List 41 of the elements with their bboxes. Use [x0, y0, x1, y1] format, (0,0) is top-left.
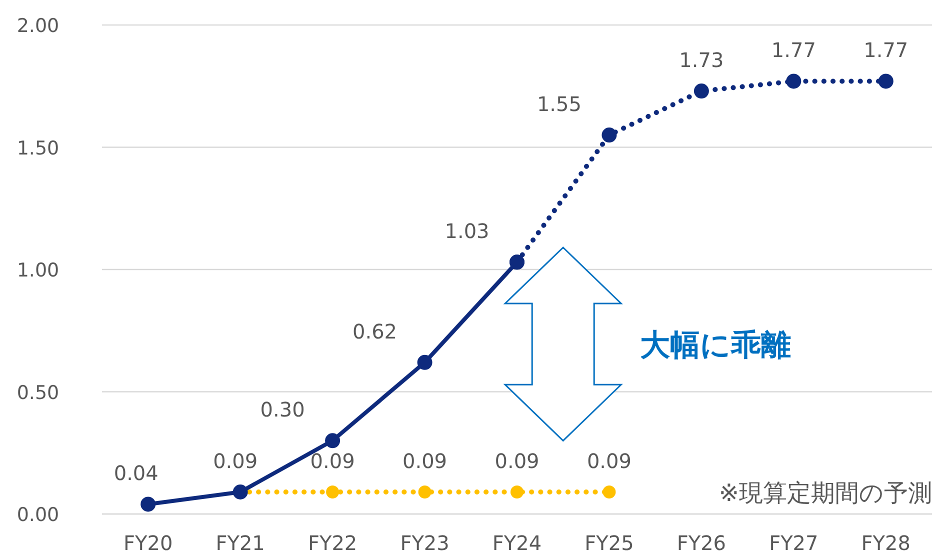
- y-tick-label: 0.00: [16, 504, 60, 526]
- point: [694, 84, 709, 99]
- point: [140, 496, 156, 512]
- point: [325, 433, 340, 448]
- y-tick-label: 2.00: [16, 15, 60, 37]
- x-tick-label: FY23: [400, 531, 450, 554]
- data-label: 0.04: [114, 461, 158, 486]
- x-tick-label: FY26: [676, 531, 726, 554]
- data-label: 1.77: [771, 38, 816, 62]
- x-tick-label: FY27: [769, 531, 818, 554]
- point: [418, 485, 432, 498]
- x-tick-label: FY25: [584, 531, 634, 554]
- data-label: 0.62: [352, 319, 398, 344]
- data-label: 0.09: [310, 448, 355, 473]
- point: [602, 128, 617, 143]
- point: [326, 485, 340, 498]
- point: [417, 354, 432, 370]
- point: [602, 485, 616, 498]
- x-tick-label: FY21: [216, 531, 265, 554]
- data-label: 0.09: [402, 448, 448, 473]
- y-tick-label: 0.50: [16, 382, 60, 404]
- data-label: 1.03: [444, 219, 490, 244]
- point: [510, 254, 524, 270]
- data-label: 1.77: [864, 38, 908, 62]
- data-label: 0.09: [213, 448, 258, 473]
- x-tick-label: FY20: [124, 531, 173, 554]
- y-tick-label: 1.50: [16, 137, 60, 160]
- x-tick-label: FY22: [308, 531, 358, 554]
- data-label: 0.09: [586, 448, 632, 473]
- point: [510, 485, 524, 498]
- data-label: 1.73: [679, 48, 724, 72]
- annotation: 大幅に乖離: [640, 328, 791, 363]
- x-tick-label: FY28: [861, 531, 910, 554]
- point: [786, 74, 802, 89]
- x-tick-label: FY24: [492, 531, 542, 554]
- data-label: 0.30: [260, 398, 305, 422]
- point: [878, 74, 894, 89]
- y-tick-label: 1.00: [16, 260, 60, 282]
- data-label: 1.55: [536, 92, 582, 116]
- annotation: ※現算定期間の予測: [718, 478, 932, 507]
- data-label: 0.09: [494, 448, 540, 473]
